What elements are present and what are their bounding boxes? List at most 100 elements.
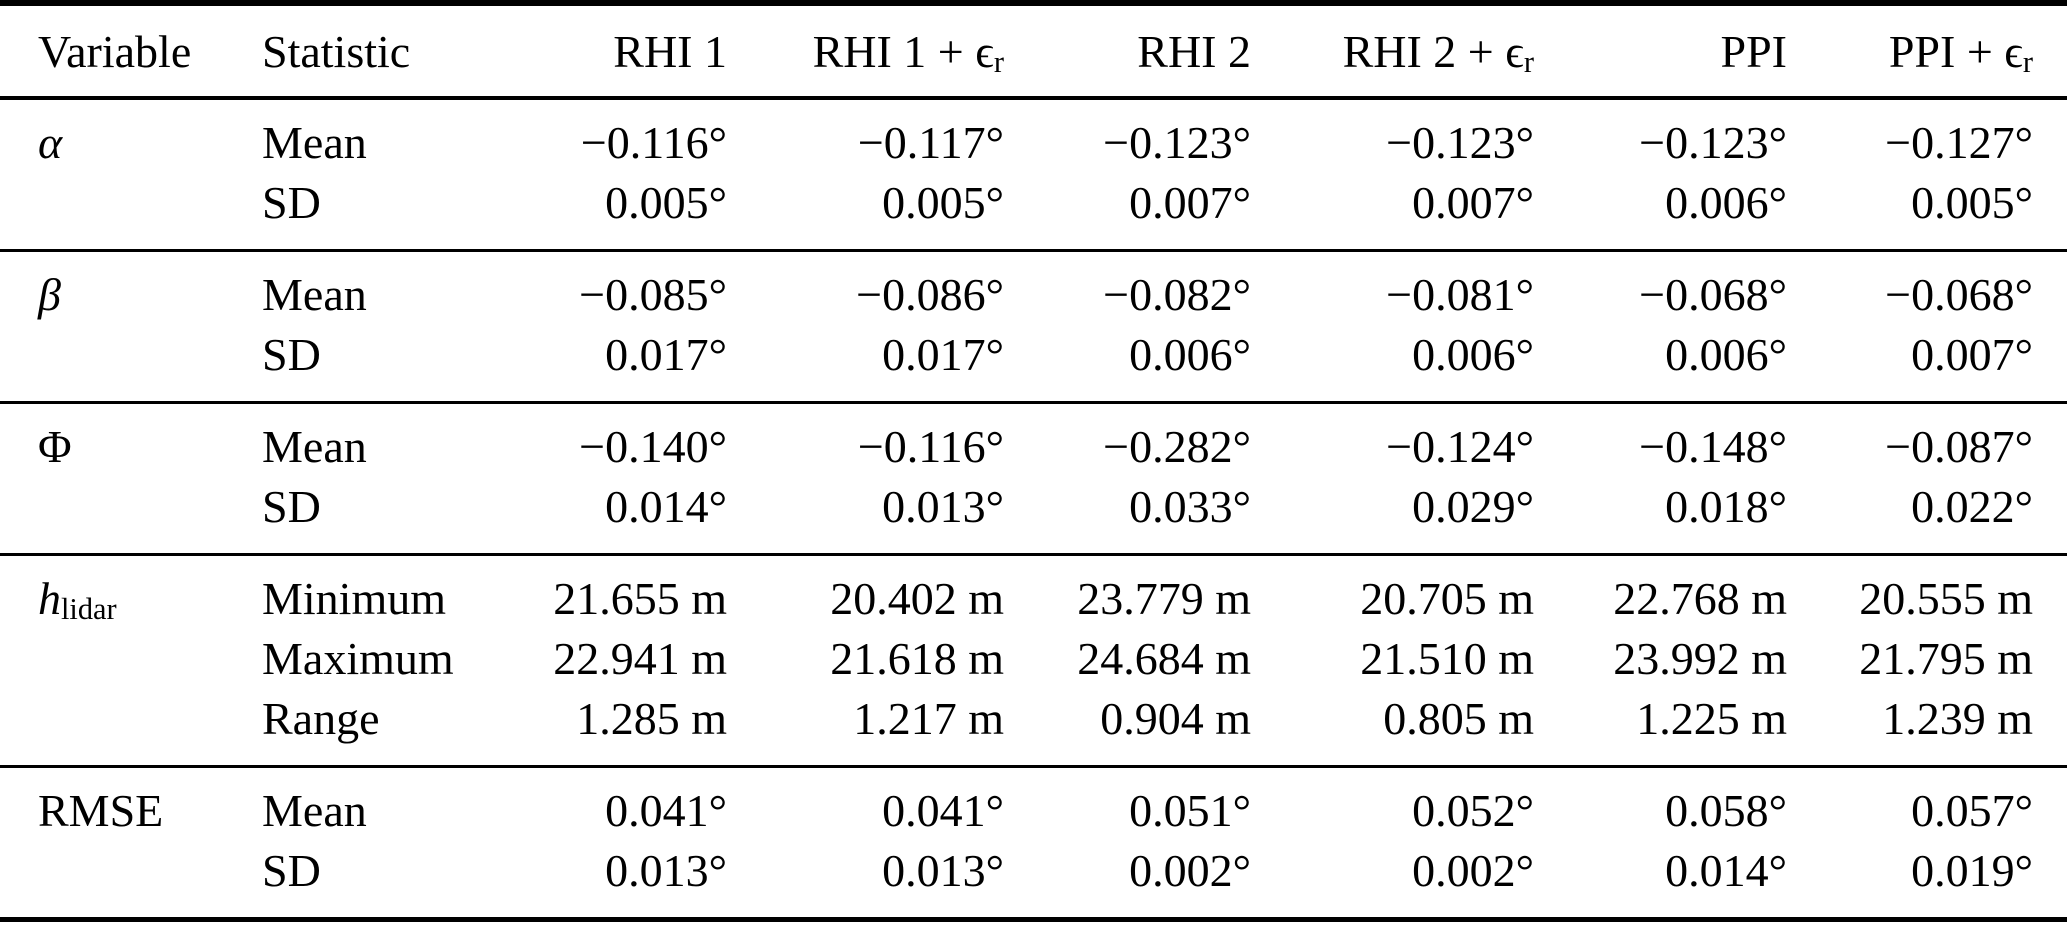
value-cell: −0.123° — [1103, 117, 1251, 168]
statistic-label: Mean — [262, 117, 367, 168]
value-cell: 0.019° — [1911, 845, 2033, 896]
value-cell: 21.795 m — [1859, 633, 2033, 684]
epsilon-subscript: r — [1523, 45, 1534, 80]
variable-label-rmse: RMSE — [38, 785, 164, 836]
value-cell: 20.555 m — [1859, 573, 2033, 624]
value-cell: 0.006° — [1665, 177, 1787, 228]
table-row: SD 0.014° 0.013° 0.033° 0.029° 0.018° 0.… — [0, 477, 2067, 555]
value-cell: −0.123° — [1639, 117, 1787, 168]
value-cell: −0.068° — [1639, 269, 1787, 320]
value-cell: 0.017° — [882, 329, 1004, 380]
table-row: Range 1.285 m 1.217 m 0.904 m 0.805 m 1.… — [0, 689, 2067, 767]
variable-label-h-lidar: hlidar — [0, 555, 262, 767]
value-cell: 0.022° — [1911, 481, 2033, 532]
table-header-row: Variable Statistic RHI 1 RHI 1 + ϵr RHI … — [0, 3, 2067, 98]
epsilon-subscript: r — [2022, 45, 2033, 80]
value-cell: −0.140° — [579, 421, 727, 472]
column-header-label: RHI 1 + ϵ — [812, 26, 994, 77]
variable-label-beta: β — [38, 269, 61, 320]
column-header-label: PPI + ϵ — [1888, 26, 2023, 77]
value-cell: −0.116° — [580, 117, 727, 168]
value-cell: 0.904 m — [1100, 693, 1251, 744]
value-cell: 0.007° — [1911, 329, 2033, 380]
table-row: Maximum 22.941 m 21.618 m 24.684 m 21.51… — [0, 629, 2067, 689]
value-cell: 0.041° — [882, 785, 1004, 836]
value-cell: 0.005° — [605, 177, 727, 228]
value-cell: −0.282° — [1103, 421, 1251, 472]
statistic-label: Range — [262, 693, 380, 744]
statistic-label: SD — [262, 845, 321, 896]
value-cell: 20.402 m — [830, 573, 1004, 624]
table-row: hlidar Minimum 21.655 m 20.402 m 23.779 … — [0, 555, 2067, 630]
statistic-label: Mean — [262, 421, 367, 472]
statistic-label: Mean — [262, 785, 367, 836]
value-cell: 0.805 m — [1383, 693, 1534, 744]
value-cell: 0.013° — [605, 845, 727, 896]
value-cell: 0.002° — [1412, 845, 1534, 896]
value-cell: 1.225 m — [1636, 693, 1787, 744]
value-cell: 23.992 m — [1613, 633, 1787, 684]
column-header-rhi2: RHI 2 — [1137, 26, 1251, 77]
section-beta: β Mean −0.085° −0.086° −0.082° −0.081° −… — [0, 250, 2067, 403]
value-cell: 0.007° — [1129, 177, 1251, 228]
value-cell: −0.085° — [579, 269, 727, 320]
section-phi: Φ Mean −0.140° −0.116° −0.282° −0.124° −… — [0, 402, 2067, 555]
table-row: Φ Mean −0.140° −0.116° −0.282° −0.124° −… — [0, 403, 2067, 478]
value-cell: −0.086° — [856, 269, 1004, 320]
value-cell: 0.014° — [605, 481, 727, 532]
value-cell: 0.029° — [1412, 481, 1534, 532]
column-header-ppi-epsilon: PPI + ϵr — [1787, 3, 2067, 98]
value-cell: −0.087° — [1885, 421, 2033, 472]
statistic-label: SD — [262, 177, 321, 228]
table-row: SD 0.017° 0.017° 0.006° 0.006° 0.006° 0.… — [0, 325, 2067, 403]
column-header-rhi1-epsilon: RHI 1 + ϵr — [727, 3, 1004, 98]
value-cell: 22.941 m — [553, 633, 727, 684]
value-cell: 21.510 m — [1360, 633, 1534, 684]
column-header-label: RHI 2 + ϵ — [1342, 26, 1524, 77]
statistic-label: Minimum — [262, 573, 447, 624]
section-rmse: RMSE Mean 0.041° 0.041° 0.051° 0.052° 0.… — [0, 766, 2067, 920]
value-cell: 24.684 m — [1077, 633, 1251, 684]
table-row: RMSE Mean 0.041° 0.041° 0.051° 0.052° 0.… — [0, 767, 2067, 842]
statistic-label: Maximum — [262, 633, 454, 684]
epsilon-subscript: r — [993, 45, 1004, 80]
value-cell: 0.058° — [1665, 785, 1787, 836]
column-header-rhi2-epsilon: RHI 2 + ϵr — [1251, 3, 1534, 98]
value-cell: 0.013° — [882, 481, 1004, 532]
value-cell: 21.655 m — [553, 573, 727, 624]
value-cell: 0.017° — [605, 329, 727, 380]
value-cell: −0.082° — [1103, 269, 1251, 320]
value-cell: 20.705 m — [1360, 573, 1534, 624]
value-cell: −0.117° — [857, 117, 1004, 168]
table-row: β Mean −0.085° −0.086° −0.082° −0.081° −… — [0, 251, 2067, 326]
value-cell: 22.768 m — [1613, 573, 1787, 624]
variable-symbol: h — [38, 573, 61, 624]
column-header-ppi: PPI — [1720, 26, 1787, 77]
variable-label-alpha: α — [38, 117, 63, 168]
statistic-label: SD — [262, 481, 321, 532]
value-cell: −0.081° — [1386, 269, 1534, 320]
value-cell: −0.068° — [1885, 269, 2033, 320]
value-cell: 0.007° — [1412, 177, 1534, 228]
value-cell: 0.051° — [1129, 785, 1251, 836]
value-cell: 1.285 m — [576, 693, 727, 744]
statistic-label: Mean — [262, 269, 367, 320]
section-h-lidar: hlidar Minimum 21.655 m 20.402 m 23.779 … — [0, 554, 2067, 767]
value-cell: −0.116° — [857, 421, 1004, 472]
value-cell: 23.779 m — [1077, 573, 1251, 624]
value-cell: 0.041° — [605, 785, 727, 836]
value-cell: 0.033° — [1129, 481, 1251, 532]
table-row: SD 0.005° 0.005° 0.007° 0.007° 0.006° 0.… — [0, 173, 2067, 251]
value-cell: 0.006° — [1665, 329, 1787, 380]
value-cell: 0.013° — [882, 845, 1004, 896]
value-cell: 0.057° — [1911, 785, 2033, 836]
value-cell: −0.124° — [1386, 421, 1534, 472]
column-header-statistic: Statistic — [262, 26, 411, 77]
value-cell: 0.006° — [1129, 329, 1251, 380]
statistic-label: SD — [262, 329, 321, 380]
variable-label-phi: Φ — [38, 421, 72, 472]
value-cell: 1.239 m — [1882, 693, 2033, 744]
column-header-rhi1: RHI 1 — [613, 26, 727, 77]
value-cell: 0.005° — [1911, 177, 2033, 228]
